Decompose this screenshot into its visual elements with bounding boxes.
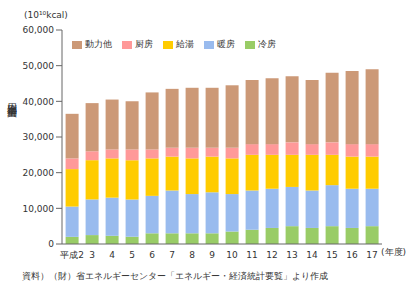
svg-text:4: 4	[109, 250, 115, 260]
html-text:給湯: 給湯	[176, 39, 194, 49]
html-text:動力他: 動力他	[85, 39, 112, 49]
svg-text:10: 10	[226, 250, 238, 260]
svg-text:7: 7	[169, 250, 175, 260]
html-text:(10¹⁰kcal): (10¹⁰kcal)	[24, 10, 68, 20]
svg-text:0: 0	[48, 239, 54, 249]
svg-text:8: 8	[189, 250, 195, 260]
html-text:(年度): (年度)	[381, 247, 406, 257]
svg-text:30,000: 30,000	[23, 132, 55, 142]
svg-text:15: 15	[326, 250, 337, 260]
svg-text:60,000: 60,000	[23, 25, 55, 35]
svg-text:11: 11	[246, 250, 257, 260]
html-text:冷房: 冷房	[258, 39, 276, 49]
svg-text:16: 16	[346, 250, 358, 260]
svg-text:平成2: 平成2	[60, 250, 84, 260]
svg-text:12: 12	[266, 250, 277, 260]
svg-text:17: 17	[366, 250, 377, 260]
html-text:厨房: 厨房	[135, 39, 153, 49]
svg-text:14: 14	[306, 250, 318, 260]
html-text:資料）（財）省エネルギーセンター「エネルギー・経済統計要覧」: 資料）（財）省エネルギーセンター「エネルギー・経済統計要覧」より作成	[22, 271, 328, 281]
svg-text:13: 13	[286, 250, 297, 260]
svg-text:10,000: 10,000	[23, 204, 55, 214]
html-text:暖房: 暖房	[217, 39, 235, 49]
svg-text:50,000: 50,000	[23, 61, 55, 71]
svg-text:3: 3	[89, 250, 95, 260]
svg-text:5: 5	[129, 250, 135, 260]
svg-text:20,000: 20,000	[23, 168, 55, 178]
svg-text:6: 6	[149, 250, 155, 260]
svg-text:40,000: 40,000	[23, 97, 55, 107]
svg-text:9: 9	[209, 250, 215, 260]
html-text:用途別消費量: 用途別消費量	[6, 95, 17, 101]
